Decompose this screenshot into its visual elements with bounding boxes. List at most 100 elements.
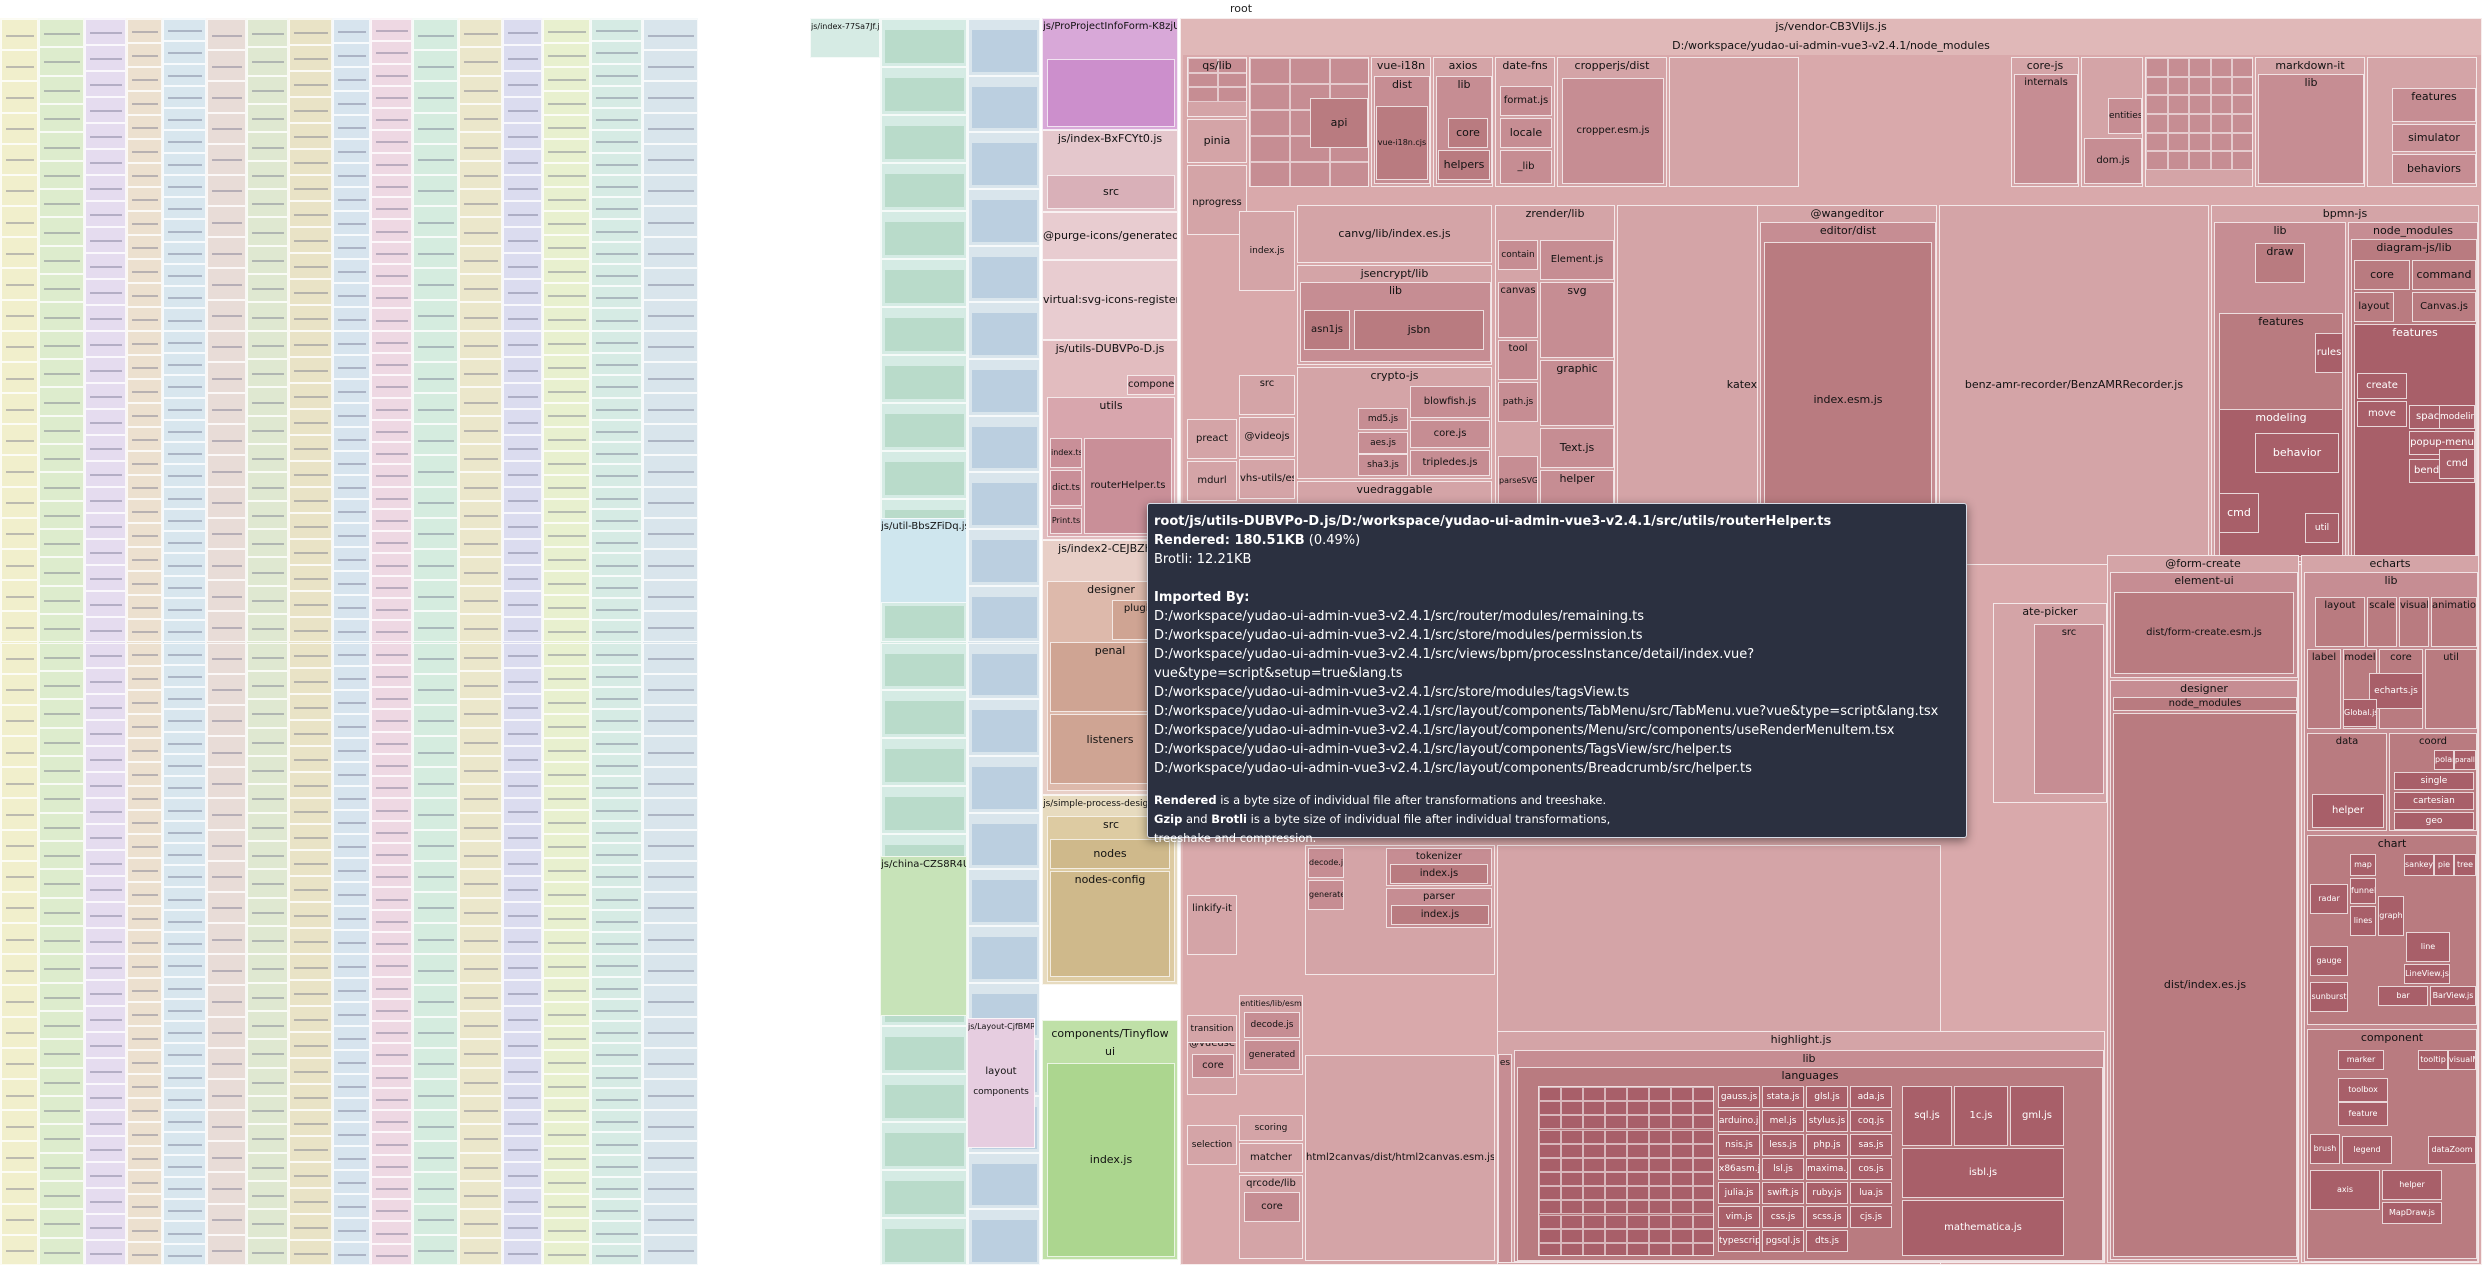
chunk-file[interactable] xyxy=(643,1203,697,1235)
chunk-file[interactable] xyxy=(413,829,457,861)
lang-file[interactable]: cos.js xyxy=(1850,1158,1892,1180)
chunk-file[interactable] xyxy=(85,382,125,409)
language-file[interactable] xyxy=(1605,1129,1627,1144)
chunk-file[interactable] xyxy=(289,44,331,71)
module-cell[interactable] xyxy=(1188,87,1218,102)
ec-layout[interactable]: layout xyxy=(2315,597,2365,647)
chunk-file[interactable] xyxy=(289,668,331,695)
chunk-file[interactable] xyxy=(643,268,697,300)
pkg-linkify[interactable]: linkify-it xyxy=(1187,895,1237,955)
chunk-file[interactable] xyxy=(543,882,589,907)
chunk-file[interactable] xyxy=(289,798,331,825)
chunk-file[interactable] xyxy=(247,359,287,388)
chunk-file[interactable] xyxy=(591,931,641,955)
chunk-file[interactable] xyxy=(163,486,205,509)
chunk-file[interactable] xyxy=(127,258,161,283)
chunk-file[interactable] xyxy=(881,66,966,115)
chunk-file[interactable] xyxy=(333,666,369,691)
chunk-file[interactable] xyxy=(1,1047,37,1079)
chunk-file[interactable] xyxy=(207,954,245,986)
chunk-file[interactable] xyxy=(85,1214,125,1240)
chunk-file[interactable] xyxy=(39,699,83,728)
ec-chart-map[interactable]: map xyxy=(2350,854,2376,876)
chunk-file[interactable] xyxy=(543,1050,589,1075)
chunk-file[interactable] xyxy=(459,1209,501,1238)
language-file[interactable] xyxy=(1561,1200,1583,1215)
chunk-file[interactable] xyxy=(333,594,369,619)
chunk-file[interactable] xyxy=(459,47,501,76)
language-file[interactable] xyxy=(1649,1242,1671,1255)
chunk-file[interactable] xyxy=(543,210,589,235)
chunk-file[interactable] xyxy=(371,998,411,1022)
chunk-file[interactable] xyxy=(543,138,589,163)
pro-project-inner[interactable] xyxy=(1047,59,1175,127)
chunk-file[interactable] xyxy=(543,906,589,931)
index-ts-file[interactable]: index.ts xyxy=(1050,438,1082,468)
chunk-file[interactable] xyxy=(289,928,331,955)
lang-file[interactable]: lua.js xyxy=(1850,1182,1892,1204)
chunk-file[interactable] xyxy=(543,714,589,739)
language-file[interactable] xyxy=(1649,1200,1671,1215)
chunk-file[interactable] xyxy=(591,998,641,1022)
chunk-file[interactable] xyxy=(643,143,697,175)
chunk-file[interactable] xyxy=(503,330,541,357)
chunk-file[interactable] xyxy=(39,840,83,870)
chunk-file[interactable] xyxy=(127,594,161,619)
ec-chart-pie[interactable]: pie xyxy=(2434,854,2454,876)
chunk-file[interactable] xyxy=(163,1110,205,1133)
chunk-file[interactable] xyxy=(543,450,589,475)
lang-file[interactable]: coq.js xyxy=(1850,1110,1892,1132)
chunk-file[interactable] xyxy=(503,902,541,929)
chunk-column[interactable] xyxy=(126,18,162,1265)
jsencrypt-asn1[interactable]: asn1js xyxy=(1304,310,1350,350)
chunk-virtual-svg[interactable]: virtual:svg-icons-register xyxy=(1042,260,1178,340)
pkg-highlight[interactable]: highlight.js es lib languages gauss.js arduin… xyxy=(1497,1031,2105,1263)
chunk-file[interactable] xyxy=(247,1067,287,1096)
lang-sql[interactable]: sql.js xyxy=(1902,1086,1952,1146)
chunk-file[interactable] xyxy=(591,909,641,932)
language-file[interactable] xyxy=(1605,1143,1627,1158)
chunk-file[interactable] xyxy=(591,219,641,242)
chunk-file[interactable] xyxy=(333,162,369,187)
chunk-file[interactable] xyxy=(543,258,589,283)
chunk-file[interactable] xyxy=(247,217,287,246)
chunk-file[interactable] xyxy=(163,620,205,643)
chunk-file[interactable] xyxy=(591,1199,641,1222)
chunk-file[interactable] xyxy=(503,980,541,1007)
pkg-index-small[interactable]: index.js xyxy=(1239,211,1295,291)
chunk-file[interactable] xyxy=(247,812,287,841)
chunk-file[interactable] xyxy=(163,998,205,1022)
chunk-file[interactable] xyxy=(371,842,411,866)
chunk-file[interactable] xyxy=(503,19,541,45)
chunk-file[interactable] xyxy=(247,132,287,161)
chunk-file[interactable] xyxy=(643,548,697,581)
chunk-file[interactable] xyxy=(247,1152,287,1181)
chunk-file[interactable] xyxy=(1,112,37,144)
chunk-file[interactable] xyxy=(543,1146,589,1171)
chunk-file[interactable] xyxy=(591,41,641,64)
chunk-file[interactable] xyxy=(371,308,411,331)
zrender-svg[interactable]: svg xyxy=(1540,282,1614,358)
zrender-contain[interactable]: contain xyxy=(1498,240,1538,270)
highlight-lib[interactable]: lib languages gauss.js arduino.js nsis.js x86… xyxy=(1514,1050,2104,1262)
chunk-file[interactable] xyxy=(968,529,1039,586)
chunk-file[interactable] xyxy=(371,820,411,843)
chunk-file[interactable] xyxy=(591,820,641,843)
chunk-file[interactable] xyxy=(591,798,641,821)
chunk-file[interactable] xyxy=(543,282,589,307)
chunk-file[interactable] xyxy=(881,1170,966,1219)
pkg-lodash[interactable]: lodash-es xyxy=(2145,57,2253,187)
chunk-file[interactable] xyxy=(247,472,287,501)
chunk-file[interactable] xyxy=(163,887,205,910)
chunk-file[interactable] xyxy=(1,517,37,549)
chunk-file[interactable] xyxy=(413,891,457,924)
chunk-column[interactable] xyxy=(542,18,590,1265)
ec-label[interactable]: label xyxy=(2307,649,2341,729)
lang-file[interactable]: x86asm.js xyxy=(1718,1158,1760,1180)
chunk-index-bx[interactable]: js/index-BxFCYt0.js src xyxy=(1042,130,1178,212)
chunk-file[interactable] xyxy=(39,160,83,190)
chunk-file[interactable] xyxy=(163,820,205,843)
dj-cmd[interactable]: cmd xyxy=(2439,449,2475,479)
lang-file[interactable]: vim.js xyxy=(1718,1206,1760,1228)
language-file[interactable] xyxy=(1605,1242,1627,1255)
